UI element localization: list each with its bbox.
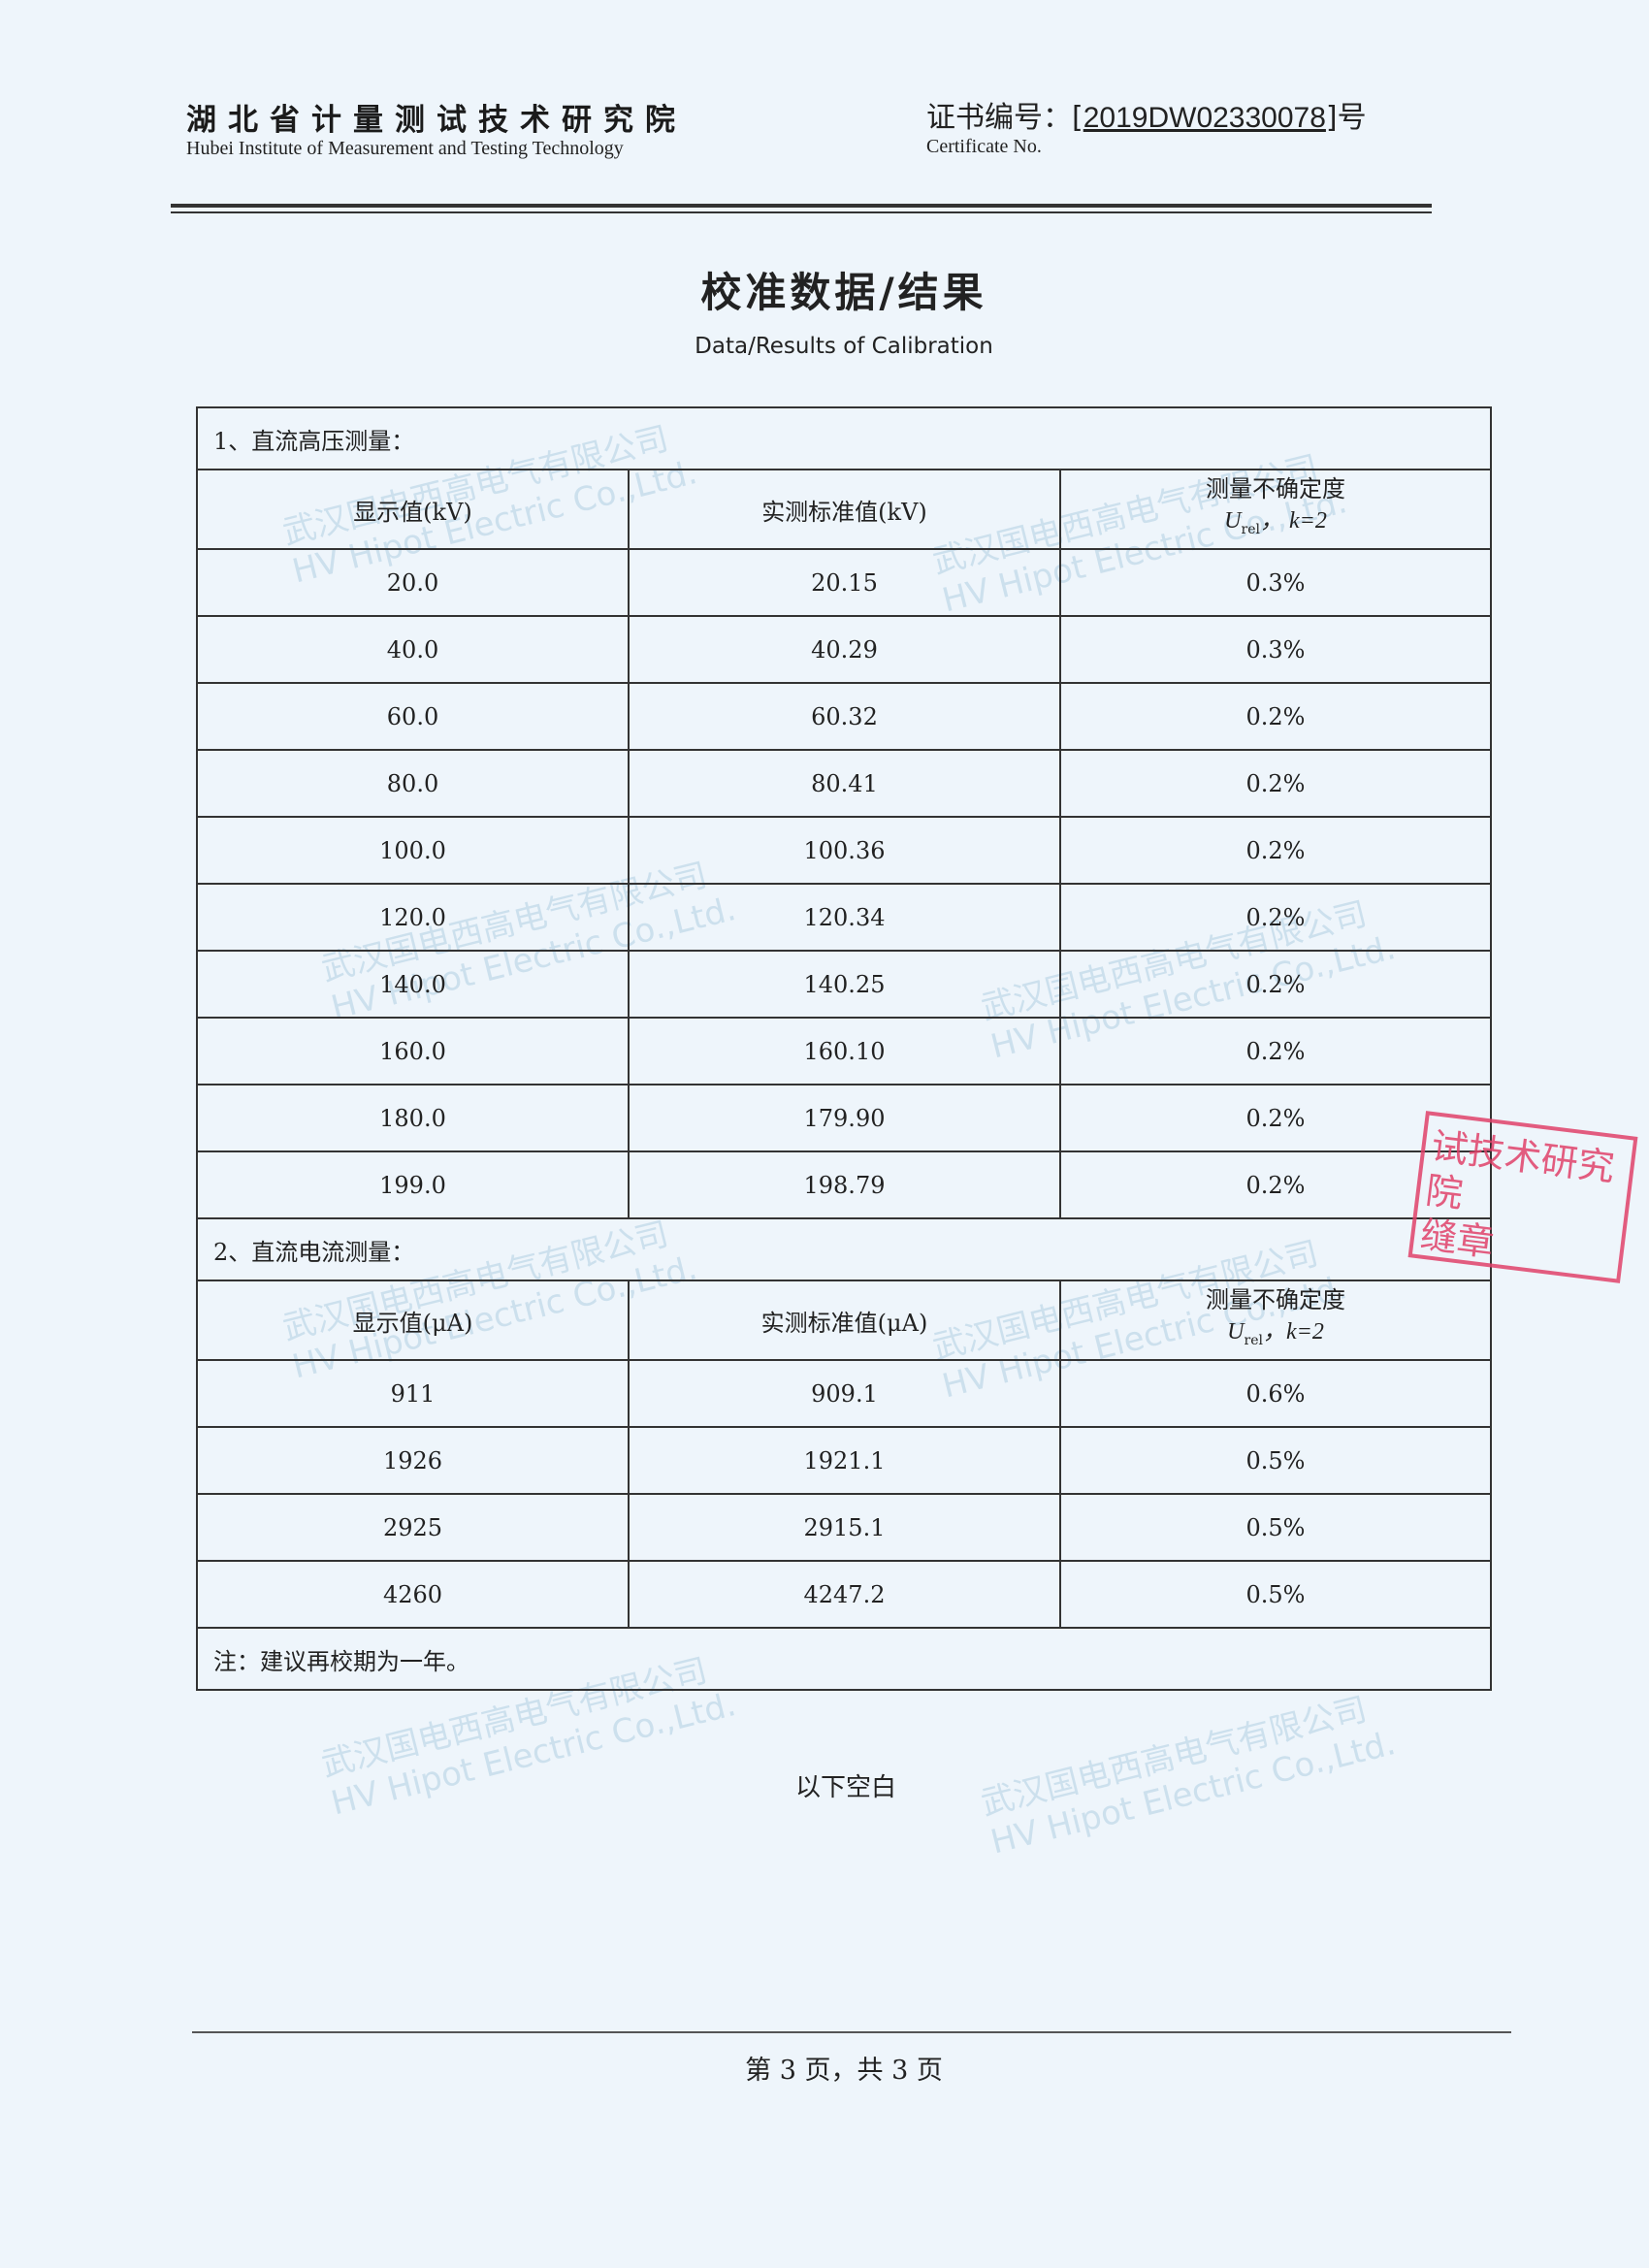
column-header: 显示值(μA) <box>196 1280 630 1361</box>
column-header: 实测标准值(kV) <box>628 469 1061 550</box>
page-subtitle: Data/Results of Calibration <box>695 334 993 359</box>
table-cell: 0.2% <box>1059 682 1492 751</box>
header-divider <box>171 211 1432 213</box>
table-cell: 0.5% <box>1059 1560 1492 1629</box>
table-row: 4260 4247.2 0.5% <box>196 1560 1492 1629</box>
table-cell: 199.0 <box>196 1150 630 1219</box>
table-cell: 20.0 <box>196 548 630 617</box>
seal-stamp: 试技术研究院 缝章 <box>1407 1111 1638 1283</box>
table-row: 180.0 179.90 0.2% <box>196 1084 1492 1152</box>
note: 注：建议再校期为一年。 <box>196 1627 1492 1691</box>
calibration-table: 1、直流高压测量： 显示值(kV) 实测标准值(kV) 测量不确定度 Urel， k=2… <box>196 406 1492 1691</box>
table-cell: 80.41 <box>628 749 1061 818</box>
table-cell: 0.3% <box>1059 548 1492 617</box>
table-cell: 80.0 <box>196 749 630 818</box>
table-cell: 4247.2 <box>628 1560 1061 1629</box>
section-title: 1、直流高压测量： <box>196 406 1492 470</box>
table-row: 160.0 160.10 0.2% <box>196 1017 1492 1085</box>
table-cell: 198.79 <box>628 1150 1061 1219</box>
table-cell: 0.2% <box>1059 1150 1492 1219</box>
certificate-label-en: Certificate No. <box>926 136 1042 157</box>
column-header: 测量不确定度 Urel， k=2 <box>1059 469 1492 550</box>
table-cell: 40.0 <box>196 615 630 684</box>
column-header: 测量不确定度 Urel，k=2 <box>1059 1280 1492 1361</box>
institute-name-en: Hubei Institute of Measurement and Testi… <box>186 138 624 159</box>
institute-name-cn: 湖北省计量测试技术研究院 <box>186 103 687 138</box>
page-number: 第 3 页，共 3 页 <box>745 2056 943 2086</box>
table-cell: 0.2% <box>1059 1017 1492 1085</box>
table-cell: 0.2% <box>1059 816 1492 885</box>
table-cell: 1921.1 <box>628 1426 1061 1495</box>
table-row: 40.0 40.29 0.3% <box>196 615 1492 684</box>
column-header: 实测标准值(μA) <box>628 1280 1061 1361</box>
table-cell: 120.34 <box>628 883 1061 952</box>
table-row: 60.0 60.32 0.2% <box>196 682 1492 751</box>
watermark: 武汉国电西高电气有限公司 HV Hipot Electric Co.,Ltd. <box>977 1690 1400 1863</box>
table-cell: 180.0 <box>196 1084 630 1152</box>
table-row: 120.0 120.34 0.2% <box>196 883 1492 952</box>
table-cell: 911 <box>196 1359 630 1428</box>
table-row: 2925 2915.1 0.5% <box>196 1493 1492 1562</box>
table-cell: 4260 <box>196 1560 630 1629</box>
table-cell: 0.2% <box>1059 950 1492 1019</box>
table-cell: 160.0 <box>196 1017 630 1085</box>
table-cell: 60.32 <box>628 682 1061 751</box>
table-cell: 100.36 <box>628 816 1061 885</box>
table-cell: 140.0 <box>196 950 630 1019</box>
table-cell: 60.0 <box>196 682 630 751</box>
table-cell: 1926 <box>196 1426 630 1495</box>
table-cell: 909.1 <box>628 1359 1061 1428</box>
table-row: 1926 1921.1 0.5% <box>196 1426 1492 1495</box>
table-row: 911 909.1 0.6% <box>196 1359 1492 1428</box>
table-cell: 0.3% <box>1059 615 1492 684</box>
table-cell: 0.5% <box>1059 1493 1492 1562</box>
table-cell: 2925 <box>196 1493 630 1562</box>
table-cell: 140.25 <box>628 950 1061 1019</box>
table-row: 20.0 20.15 0.3% <box>196 548 1492 617</box>
table-cell: 0.2% <box>1059 749 1492 818</box>
table-row: 80.0 80.41 0.2% <box>196 749 1492 818</box>
header-divider <box>171 204 1432 208</box>
blank-note: 以下空白 <box>795 1773 897 1802</box>
table-cell: 20.15 <box>628 548 1061 617</box>
table-row: 199.0 198.79 0.2% <box>196 1150 1492 1219</box>
section-title: 2、直流电流测量： <box>196 1217 1492 1281</box>
table-cell: 0.6% <box>1059 1359 1492 1428</box>
column-header: 显示值(kV) <box>196 469 630 550</box>
table-cell: 100.0 <box>196 816 630 885</box>
table-cell: 0.2% <box>1059 1084 1492 1152</box>
certificate-number: 证书编号：[2019DW02330078]号 <box>926 101 1367 135</box>
table-cell: 0.2% <box>1059 883 1492 952</box>
table-cell: 0.5% <box>1059 1426 1492 1495</box>
table-cell: 160.10 <box>628 1017 1061 1085</box>
footer-divider <box>192 2031 1511 2033</box>
table-cell: 179.90 <box>628 1084 1061 1152</box>
table-row: 140.0 140.25 0.2% <box>196 950 1492 1019</box>
table-row: 100.0 100.36 0.2% <box>196 816 1492 885</box>
table-cell: 120.0 <box>196 883 630 952</box>
table-cell: 40.29 <box>628 615 1061 684</box>
page-title: 校准数据/结果 <box>700 269 987 316</box>
table-cell: 2915.1 <box>628 1493 1061 1562</box>
